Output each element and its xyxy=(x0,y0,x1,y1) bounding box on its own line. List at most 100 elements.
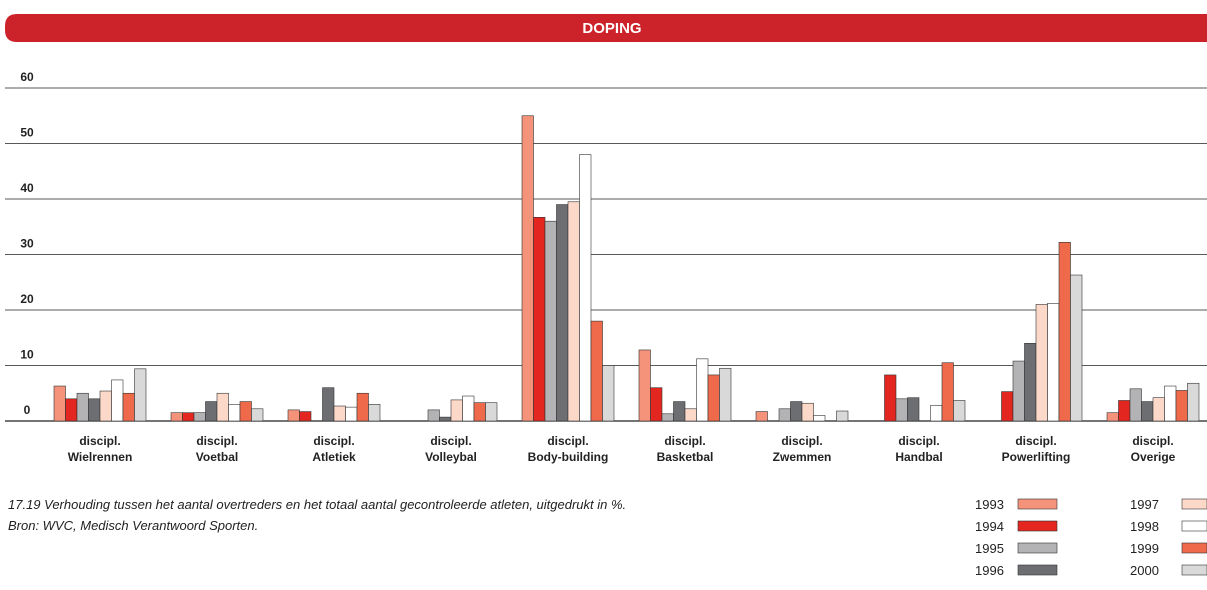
x-tick-label-line: Powerlifting xyxy=(1002,450,1071,464)
bar xyxy=(836,410,849,422)
x-tick-label-line: discipl. xyxy=(1015,434,1056,448)
bar xyxy=(134,368,147,422)
legend-swatch xyxy=(1181,520,1207,532)
x-tick-label-line: discipl. xyxy=(79,434,120,448)
bar xyxy=(205,401,218,422)
bar xyxy=(650,387,663,422)
bar xyxy=(1129,388,1142,422)
legend-label: 1994 xyxy=(975,519,1004,534)
bar xyxy=(333,405,346,422)
bar xyxy=(1035,304,1048,422)
x-tick-label-line: Volleybal xyxy=(425,450,477,464)
bar xyxy=(1024,342,1037,422)
bar xyxy=(907,397,920,422)
bar xyxy=(579,154,592,422)
y-tick-label: 10 xyxy=(20,348,34,362)
bar xyxy=(590,320,603,422)
x-tick-label-line: discipl. xyxy=(196,434,237,448)
bar xyxy=(228,404,241,422)
x-tick-label-line: discipl. xyxy=(664,434,705,448)
bar xyxy=(567,201,580,422)
bar xyxy=(122,392,135,422)
bar xyxy=(1012,360,1025,422)
x-tick-label-line: discipl. xyxy=(1132,434,1173,448)
bar xyxy=(1070,274,1083,422)
legend-label: 2000 xyxy=(1130,563,1159,578)
legend-swatch xyxy=(1017,520,1058,532)
source: Bron: WVC, Medisch Verantwoord Sporten. xyxy=(8,518,258,533)
x-tick-label-line: Body-building xyxy=(528,450,609,464)
bar xyxy=(1047,303,1060,422)
legend-swatch xyxy=(1181,498,1207,510)
bar xyxy=(345,406,358,422)
x-tick-label-line: Wielrennen xyxy=(68,450,133,464)
legend-swatch xyxy=(1181,542,1207,554)
x-tick-label: discipl. Wielrennen xyxy=(68,434,133,464)
x-tick-label-line: discipl. xyxy=(781,434,822,448)
y-tick-label: 30 xyxy=(20,237,34,251)
bar xyxy=(65,398,78,422)
x-tick-label: discipl. Voetbal xyxy=(196,434,238,464)
bar xyxy=(427,409,440,422)
x-tick-label-line: Atletiek xyxy=(312,450,356,464)
bar xyxy=(533,217,546,422)
x-tick-label: discipl. Handbal xyxy=(895,434,942,464)
bar xyxy=(239,401,252,422)
bar xyxy=(707,374,720,422)
y-tick-label: 60 xyxy=(20,70,34,84)
bar xyxy=(755,411,768,422)
bar xyxy=(1106,412,1119,422)
bar xyxy=(88,398,101,422)
bar xyxy=(462,395,475,422)
bar xyxy=(450,399,463,422)
x-tick-label-line: Overige xyxy=(1131,450,1176,464)
y-tick-label: 20 xyxy=(20,292,34,306)
x-tick-label: discipl. Volleybal xyxy=(425,434,477,464)
bar xyxy=(287,409,300,422)
bar xyxy=(356,392,369,422)
header-bar xyxy=(5,14,1207,42)
bar xyxy=(299,411,312,422)
bar xyxy=(182,412,195,422)
x-tick-label: discipl. Atletiek xyxy=(312,434,356,464)
bar xyxy=(1175,390,1188,422)
bar xyxy=(778,408,791,422)
bar xyxy=(556,204,569,422)
x-tick-label: discipl. Overige xyxy=(1131,434,1176,464)
bar xyxy=(111,379,124,422)
x-tick-label-line: Zwemmen xyxy=(773,450,832,464)
legend-label: 1997 xyxy=(1130,497,1159,512)
y-tick-label: 40 xyxy=(20,181,34,195)
bar xyxy=(719,367,732,422)
bar xyxy=(53,385,66,422)
bar xyxy=(1058,241,1071,422)
bar xyxy=(485,402,498,422)
x-tick-label-line: Basketbal xyxy=(657,450,714,464)
bar xyxy=(251,408,264,422)
x-tick-label-line: discipl. xyxy=(898,434,939,448)
legend-label: 1998 xyxy=(1130,519,1159,534)
bar xyxy=(170,412,183,422)
bar xyxy=(1164,385,1177,422)
bar xyxy=(368,404,381,422)
x-tick-label: discipl. Body-building xyxy=(528,434,609,464)
legend-swatch xyxy=(1017,564,1058,576)
x-tick-label-line: discipl. xyxy=(547,434,588,448)
x-tick-label-line: Handbal xyxy=(895,450,942,464)
bar xyxy=(521,115,534,422)
bar xyxy=(1118,400,1131,422)
x-tick-label-line: discipl. xyxy=(313,434,354,448)
y-tick-label: 50 xyxy=(20,126,34,140)
legend-swatch xyxy=(1181,564,1207,576)
bar xyxy=(696,358,709,422)
bar xyxy=(544,220,557,422)
bar xyxy=(884,374,897,422)
chart-title: DOPING xyxy=(582,20,641,37)
bar xyxy=(1187,382,1200,422)
bar xyxy=(473,402,486,422)
legend-swatch xyxy=(1017,542,1058,554)
bar xyxy=(895,398,908,422)
bar xyxy=(193,412,206,422)
bar xyxy=(790,401,803,422)
legend-label: 1999 xyxy=(1130,541,1159,556)
